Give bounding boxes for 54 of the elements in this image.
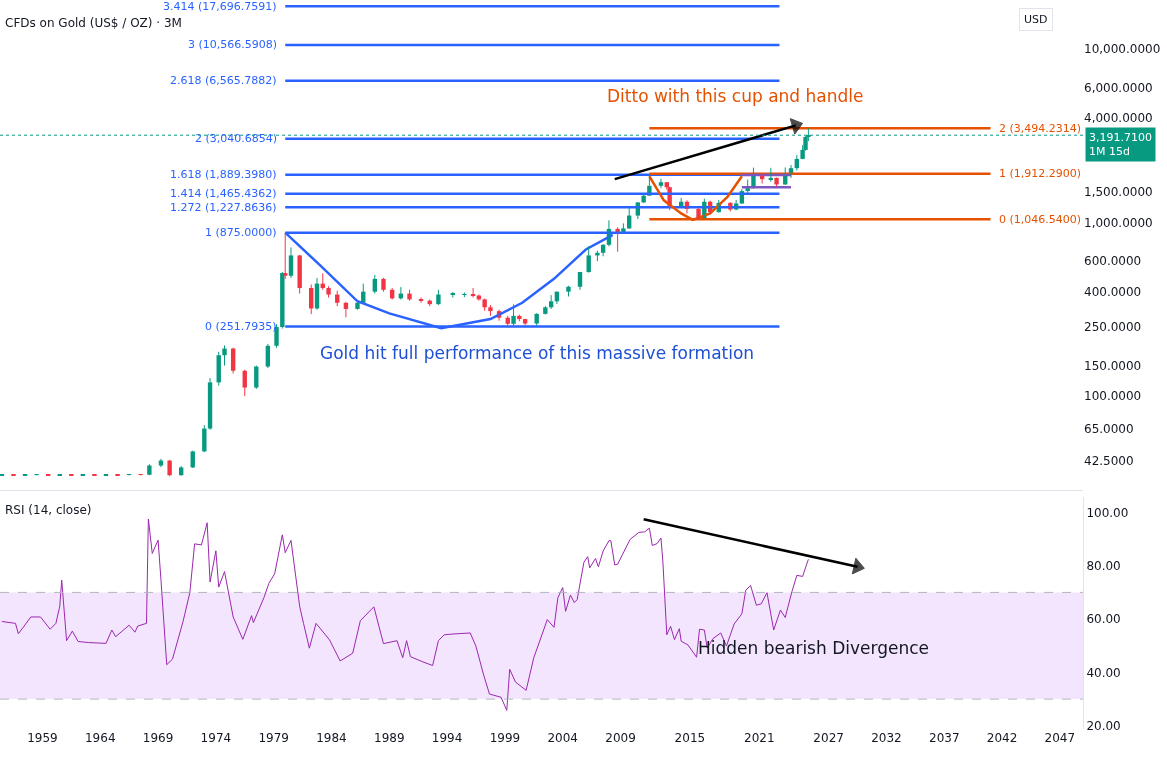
x-tick-label: 1964 <box>84 731 116 745</box>
x-tick-label: 2009 <box>605 731 636 745</box>
y-tick-label: 6,000.0000 <box>1084 80 1153 95</box>
y-tick-label: 150.0000 <box>1084 358 1142 373</box>
annotation: USD <box>1024 13 1048 26</box>
annotation: Hidden bearish Divergence <box>698 638 929 658</box>
series-label: 2 (3,494.2314) <box>999 122 1082 135</box>
series-label: 1.618 (1,889.3980) <box>170 168 277 181</box>
y-tick-label: 10,000.0000 <box>1084 42 1161 57</box>
y-tick-label: 250.0000 <box>1084 320 1142 335</box>
series-label: 1.414 (1,465.4362) <box>170 187 277 200</box>
series-label: 2.618 (6,565.7882) <box>170 74 277 87</box>
x-tick-label: 2015 <box>674 731 706 745</box>
x-tick-label: 1969 <box>142 731 174 745</box>
x-tick-label: 2027 <box>813 731 844 745</box>
y-tick-label: 1,500.0000 <box>1084 185 1153 200</box>
y-tick-label: 65.0000 <box>1084 421 1134 436</box>
text: CFDs on Gold (US$ / OZ) · 3M <box>5 16 182 30</box>
ref-line-label: 3,191.7100 1M 15d <box>1089 131 1152 159</box>
y-tick-label: 400.0000 <box>1084 284 1142 299</box>
x-tick-label: 2047 <box>1044 731 1076 745</box>
y-tick-label: 100.0000 <box>1084 389 1142 404</box>
annotation: Ditto with this cup and handle <box>607 86 864 106</box>
y-tick-label: 4,000.0000 <box>1084 111 1153 126</box>
series-label: 1 (1,912.2900) <box>999 167 1082 180</box>
x-tick-label: 1999 <box>489 731 521 745</box>
x-tick-label: 1959 <box>27 731 58 745</box>
series-label: 1.272 (1,227.8636) <box>170 201 277 214</box>
y-tick-label: 40.00 <box>1086 665 1121 680</box>
x-tick-label: 1989 <box>374 731 405 745</box>
y-tick-label: 80.00 <box>1086 558 1121 573</box>
annotation: Gold hit full performance of this massive formation <box>320 343 755 363</box>
series-label: 3 (10,566.5908) <box>188 38 278 51</box>
y-tick-label: 60.00 <box>1086 612 1121 627</box>
series-label: 0 (1,046.5400) <box>999 213 1082 226</box>
x-tick-label: 1984 <box>316 731 347 745</box>
x-tick-label: 1979 <box>258 731 289 745</box>
x-tick-label: 1974 <box>200 731 232 745</box>
series-label: 1 (875.0000) <box>205 226 277 239</box>
y-tick-label: 1,000.0000 <box>1084 215 1153 230</box>
y-tick-label: 600.0000 <box>1084 254 1142 269</box>
text: RSI (14, close) <box>5 503 92 517</box>
x-tick-label: 2037 <box>928 731 960 745</box>
x-tick-label: 2032 <box>871 731 902 745</box>
x-tick-label: 2021 <box>744 731 775 745</box>
y-tick-label: 42.5000 <box>1084 453 1134 468</box>
x-tick-label: 2042 <box>986 731 1018 745</box>
series-label: 0 (251.7935) <box>205 320 277 333</box>
series-label: 3.414 (17,696.7591) <box>163 0 277 13</box>
x-tick-label: 1994 <box>431 731 463 745</box>
y-tick-label: 20.00 <box>1086 719 1121 733</box>
series-label: 2 (3,040.6854) <box>195 132 278 145</box>
x-tick-label: 2004 <box>547 731 578 745</box>
y-tick-label: 100.00 <box>1086 505 1129 520</box>
